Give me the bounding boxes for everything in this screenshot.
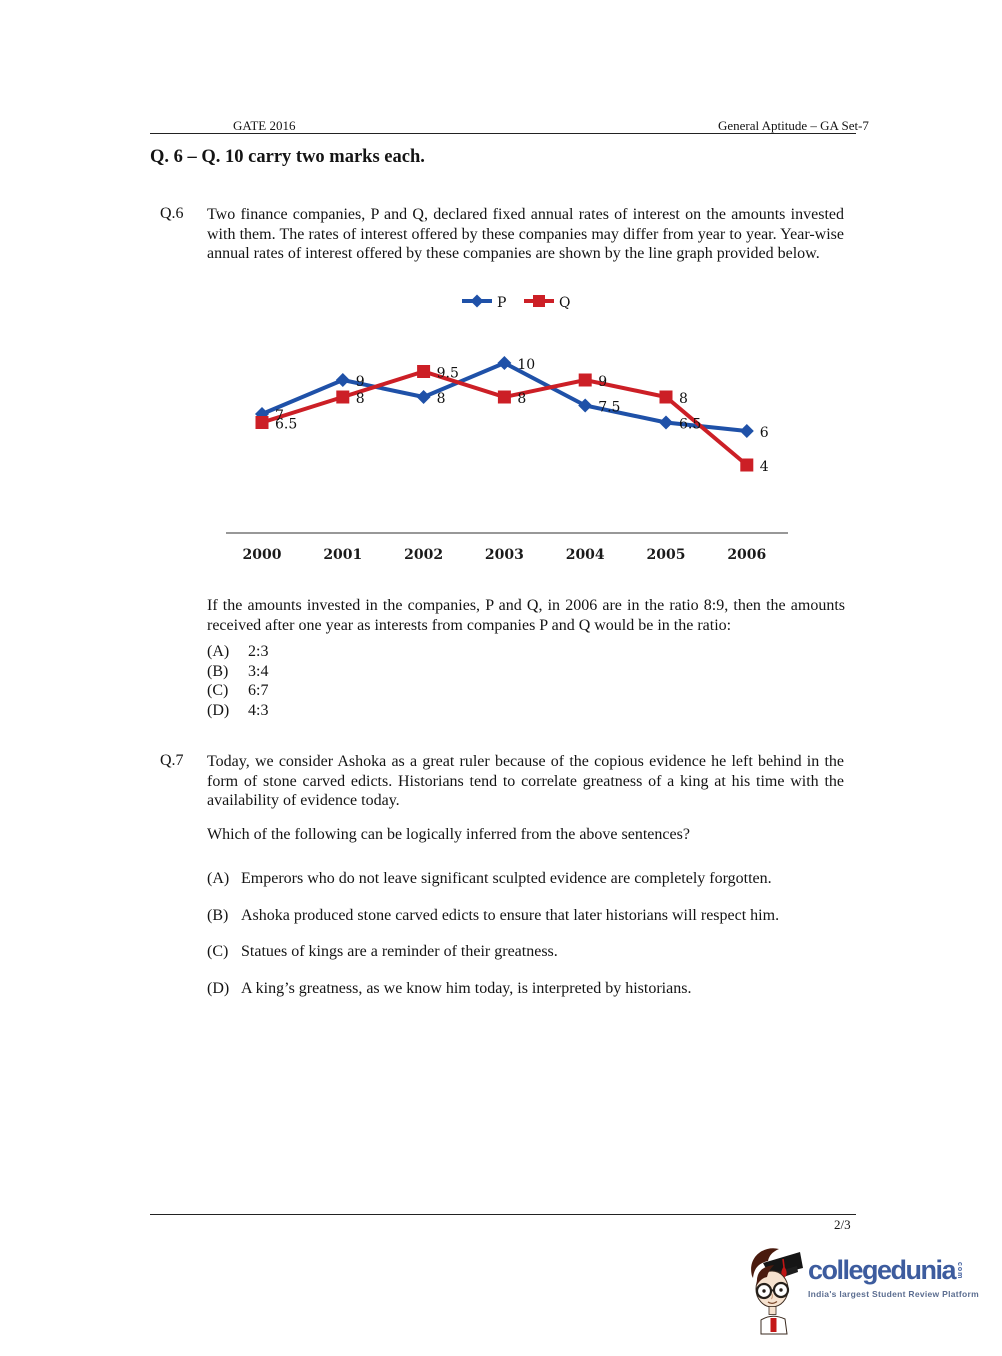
svg-text:8: 8: [356, 391, 365, 407]
option-text: Ashoka produced stone carved edicts to e…: [241, 906, 780, 924]
svg-text:7: 7: [275, 408, 284, 424]
svg-text:9.5: 9.5: [437, 366, 459, 382]
logo-wordmark: collegedunia: [808, 1255, 957, 1285]
q7-option-c: (C) Statues of kings are a reminder of t…: [207, 942, 852, 962]
svg-text:9: 9: [598, 374, 607, 390]
svg-text:2001: 2001: [323, 547, 362, 563]
option-letter: (D): [207, 979, 230, 997]
q6-option-b: (B) 3:4: [207, 662, 268, 682]
question-7-prompt: Which of the following can be logically …: [207, 826, 690, 843]
line-chart-svg: 2000 2001 2002 2003 2004 2005 2006798107.56.56…: [226, 294, 788, 563]
question-6-number: Q.6: [160, 205, 184, 222]
option-letter: (B): [207, 906, 229, 924]
section-heading: Q. 6 – Q. 10 carry two marks each.: [150, 147, 425, 167]
option-letter: (D): [207, 701, 230, 719]
svg-text:9: 9: [356, 374, 365, 390]
svg-text:2004: 2004: [566, 547, 605, 563]
option-letter: (C): [207, 943, 229, 960]
svg-text:2006: 2006: [727, 547, 766, 563]
collegedunia-logo: collegedunia com India's largest Student…: [742, 1240, 979, 1336]
svg-text:2003: 2003: [485, 547, 524, 563]
svg-text:6: 6: [760, 425, 769, 441]
q6-option-c: (C) 6:7: [207, 681, 268, 701]
q7-option-b: (B) Ashoka produced stone carved edicts …: [207, 906, 852, 926]
question-6-options: (A) 2:3 (B) 3:4 (C) 6:7 (D) 4:3: [207, 642, 268, 720]
page-number: 2/3: [834, 1217, 851, 1232]
question-7-options: (A) Emperors who do not leave significan…: [207, 869, 852, 1015]
svg-text:8: 8: [437, 391, 446, 407]
svg-text:4: 4: [760, 459, 769, 475]
question-6: Q.6 Two finance companies, P and Q, decl…: [160, 205, 844, 264]
option-text: Emperors who do not leave significant sc…: [241, 870, 772, 887]
option-letter: (A): [207, 643, 230, 660]
svg-text:8: 8: [679, 391, 688, 407]
logo-tagline: India's largest Student Review Platform: [808, 1289, 980, 1300]
option-text: 4:3: [248, 701, 269, 719]
svg-text:6.5: 6.5: [679, 417, 701, 433]
header-exam-name: GATE 2016: [233, 118, 296, 133]
q7-option-d: (D) A king’s greatness, as we know him t…: [207, 979, 852, 999]
footer-rule: [150, 1214, 856, 1215]
svg-text:8: 8: [517, 391, 526, 407]
option-letter: (A): [207, 870, 230, 887]
q6-option-a: (A) 2:3: [207, 642, 268, 662]
question-6-followup: If the amounts invested in the companies…: [207, 597, 845, 634]
svg-text:10: 10: [517, 357, 535, 373]
question-7-number: Q.7: [160, 752, 184, 769]
svg-text:2000: 2000: [243, 547, 282, 563]
option-text: 2:3: [248, 643, 269, 660]
option-text: 3:4: [248, 662, 269, 680]
option-text: A king’s greatness, as we know him today…: [241, 979, 692, 997]
collegedunia-mascot-icon: [751, 1248, 803, 1335]
interest-rate-line-chart: 2000 2001 2002 2003 2004 2005 2006 7 9 8 10 7.5 6.5 6…: [218, 286, 798, 578]
option-text: 6:7: [248, 682, 269, 699]
option-letter: (C): [207, 682, 229, 699]
svg-text:6.5: 6.5: [275, 417, 297, 433]
option-letter: (B): [207, 662, 229, 680]
header-rule: [150, 133, 856, 134]
q7-option-a: (A) Emperors who do not leave significan…: [207, 869, 852, 889]
header-section-name: General Aptitude – GA Set-7: [718, 118, 869, 133]
question-7: Q.7 Today, we consider Ashoka as a great…: [160, 752, 844, 811]
svg-text:2002: 2002: [404, 547, 443, 563]
question-6-text: Two finance companies, P and Q, declared…: [207, 206, 844, 262]
svg-text:P: P: [497, 295, 506, 311]
logo-tld: com: [956, 1262, 964, 1280]
q6-option-d: (D) 4:3: [207, 701, 268, 721]
svg-text:Q: Q: [559, 295, 570, 311]
question-7-text: Today, we consider Ashoka as a great rul…: [207, 753, 844, 809]
option-text: Statues of kings are a reminder of their…: [241, 943, 558, 960]
svg-text:2005: 2005: [647, 547, 686, 563]
svg-text:7.5: 7.5: [598, 400, 620, 416]
logo-text: collegedunia com India's largest Student…: [808, 1255, 980, 1300]
